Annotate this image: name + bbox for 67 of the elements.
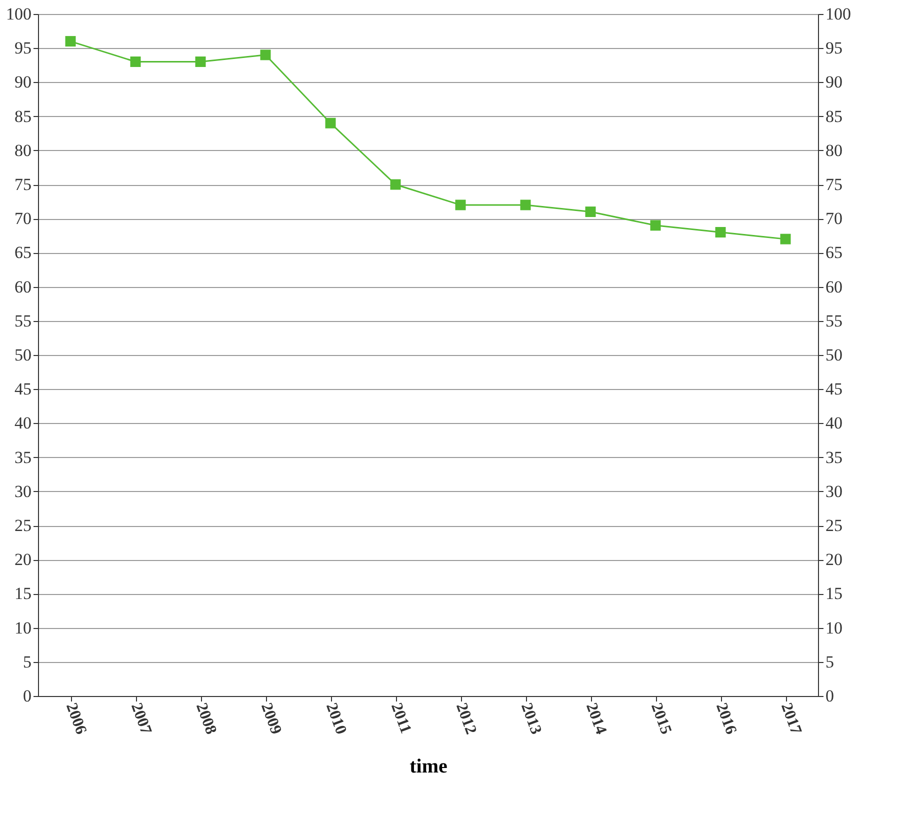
y2-tick-label: 20 bbox=[826, 550, 842, 570]
x-tick-label: 2009 bbox=[258, 700, 284, 737]
y-tick-label: 80 bbox=[14, 140, 32, 160]
point bbox=[455, 200, 466, 210]
y-tick-label: 5 bbox=[23, 652, 32, 672]
y2-tick-label: 70 bbox=[826, 209, 842, 228]
y2-tick-label: 75 bbox=[826, 175, 842, 194]
y2-tick-label: 55 bbox=[826, 311, 842, 330]
point bbox=[520, 200, 531, 210]
y-tick-label: 15 bbox=[14, 584, 32, 604]
y2-tick-label: 90 bbox=[826, 72, 842, 92]
y2-tick-label: 45 bbox=[826, 380, 842, 399]
y-tick-label: 0 bbox=[23, 686, 32, 706]
point bbox=[585, 206, 596, 218]
x-tick-label: 2013 bbox=[518, 700, 544, 737]
y-tick-label: 30 bbox=[14, 482, 32, 501]
x-axis-title: time bbox=[410, 755, 448, 778]
point bbox=[390, 179, 401, 190]
y-tick-label: 50 bbox=[14, 346, 32, 364]
y2-tick-label: 100 bbox=[826, 4, 851, 24]
x-tick-label: 2012 bbox=[452, 700, 480, 737]
x-tick-label: 2008 bbox=[192, 700, 220, 737]
point bbox=[325, 118, 336, 128]
y2-tick-label: 15 bbox=[826, 584, 842, 604]
point bbox=[130, 56, 141, 67]
x-tick-label: 2014 bbox=[582, 700, 610, 737]
x-tick-label: 2016 bbox=[712, 700, 740, 737]
y2-tick-label: 40 bbox=[826, 414, 842, 433]
y2-tick-label: 5 bbox=[826, 652, 834, 672]
y-tick-label: 70 bbox=[14, 209, 32, 228]
y2-tick-label: 85 bbox=[826, 106, 842, 126]
y-tick-label: 85 bbox=[14, 106, 32, 126]
y-tick-label: 65 bbox=[14, 243, 32, 262]
y2-tick-label: 65 bbox=[826, 243, 842, 262]
point bbox=[65, 36, 76, 47]
y2-tick-label: 95 bbox=[826, 38, 842, 58]
y2-tick-label: 50 bbox=[826, 346, 842, 364]
y-tick-label: 100 bbox=[6, 4, 32, 24]
x-tick-label: 2010 bbox=[322, 700, 350, 737]
x-tick-label: 2011 bbox=[388, 700, 414, 736]
y-tick-label: 25 bbox=[14, 516, 32, 535]
y2-tick-label: 25 bbox=[826, 516, 842, 535]
point bbox=[650, 220, 661, 231]
point bbox=[715, 226, 726, 238]
x-tick-label: 2015 bbox=[648, 700, 674, 737]
y-tick-label: 90 bbox=[14, 72, 32, 92]
y-tick-label: 35 bbox=[14, 448, 32, 467]
y2-tick-label: 10 bbox=[826, 618, 842, 638]
y-tick-label: 40 bbox=[14, 414, 32, 433]
point bbox=[260, 50, 271, 60]
y-tick-label: 55 bbox=[14, 311, 32, 330]
y-tick-label: 95 bbox=[14, 38, 32, 58]
y2-tick-label: 30 bbox=[826, 482, 842, 501]
y-tick-label: 20 bbox=[14, 550, 32, 570]
y2-tick-label: 35 bbox=[826, 448, 842, 467]
y2-tick-label: 0 bbox=[826, 686, 834, 706]
y2-tick-label: 60 bbox=[826, 277, 842, 296]
y-tick-label: 45 bbox=[14, 380, 32, 399]
y-tick-label: 75 bbox=[14, 175, 32, 194]
x-tick-label: 2017 bbox=[778, 700, 804, 737]
x-tick-label: 2006 bbox=[62, 700, 90, 737]
y-tick-label: 10 bbox=[14, 618, 32, 638]
point bbox=[195, 56, 206, 67]
y2-tick-label: 80 bbox=[826, 140, 842, 160]
x-tick-label: 2007 bbox=[128, 700, 154, 737]
point bbox=[780, 234, 791, 244]
y-tick-label: 60 bbox=[14, 277, 32, 296]
